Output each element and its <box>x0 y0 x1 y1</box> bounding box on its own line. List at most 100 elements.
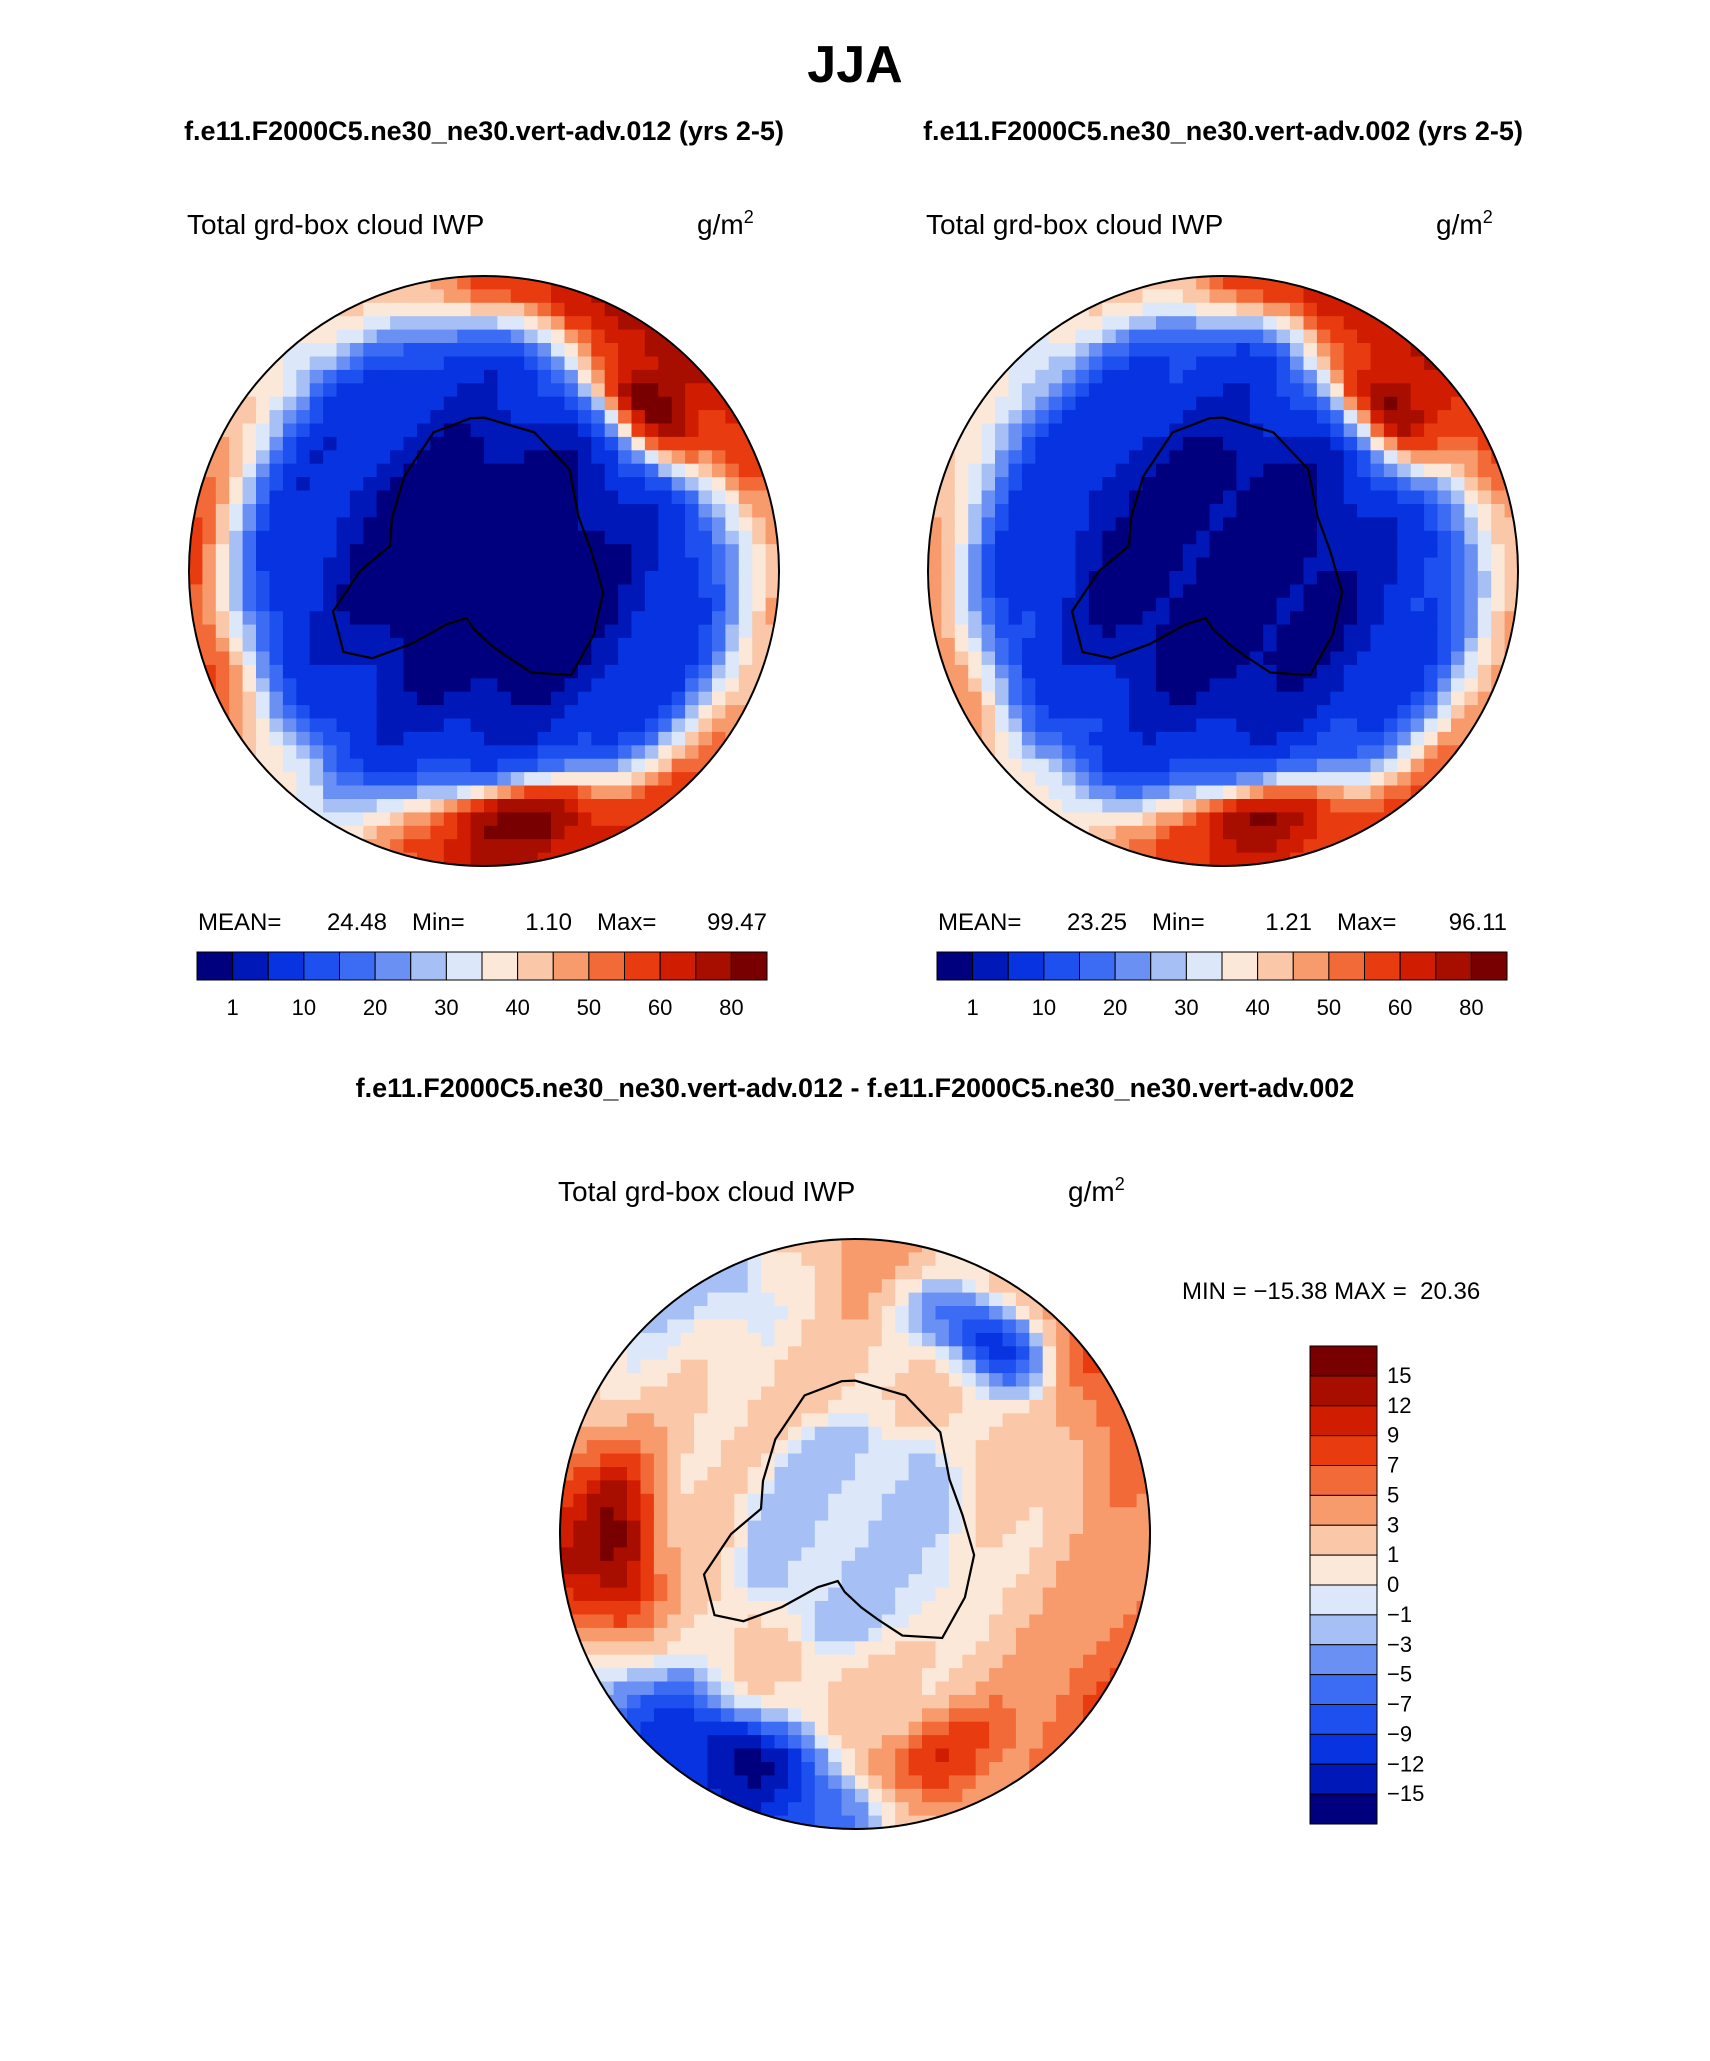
field-cell <box>1035 436 1050 451</box>
field-cell <box>680 1534 695 1548</box>
field-cell <box>1075 611 1090 626</box>
field-cell <box>1035 745 1050 760</box>
field-cell <box>604 611 619 626</box>
field-cell <box>618 718 633 733</box>
field-cell <box>1397 584 1412 599</box>
field-cell <box>801 1426 816 1441</box>
field-cell <box>1464 611 1479 626</box>
field-cell <box>1383 356 1398 371</box>
field-cell <box>855 1560 869 1575</box>
field-cell <box>349 624 364 639</box>
field-cell <box>1088 369 1103 384</box>
field-cell <box>712 597 726 612</box>
field-cell <box>761 1614 776 1629</box>
field-cell <box>1069 1493 1084 1508</box>
field-cell <box>1102 624 1117 639</box>
field-cell <box>658 758 673 773</box>
field-cell <box>1069 1440 1084 1455</box>
field-cell <box>881 1265 896 1280</box>
field-cell <box>1075 651 1090 666</box>
field-cell <box>895 1547 910 1562</box>
field-cell <box>1129 839 1144 854</box>
field-cell <box>363 718 378 733</box>
field-cell <box>390 611 405 626</box>
field-cell <box>1056 1507 1071 1522</box>
field-cell <box>1109 1453 1124 1468</box>
field-cell <box>962 1346 977 1361</box>
field-cell <box>644 597 659 612</box>
field-cell <box>1075 450 1090 465</box>
field-cell <box>712 638 726 652</box>
field-cell <box>1196 450 1211 465</box>
field-cell <box>443 597 458 612</box>
field-cell <box>510 839 525 854</box>
field-cell <box>457 852 472 866</box>
field-cell <box>788 1252 802 1267</box>
field-cell <box>881 1252 896 1267</box>
field-cell <box>1303 691 1318 706</box>
field-cell <box>537 705 552 720</box>
field-cell <box>484 718 498 733</box>
field-cell <box>747 1534 762 1548</box>
field-cell <box>336 410 351 425</box>
field-cell <box>497 436 512 451</box>
field-cell <box>470 584 485 599</box>
field-cell <box>712 691 726 706</box>
field-cell <box>403 611 418 626</box>
field-cell <box>1015 1654 1030 1669</box>
colorbar-swatch <box>517 951 554 981</box>
field-cell <box>975 1627 990 1642</box>
field-cell <box>591 705 606 720</box>
field-cell <box>1330 544 1345 559</box>
field-cell <box>995 745 1009 760</box>
field-cell <box>1357 584 1372 599</box>
field-cell <box>814 1708 829 1723</box>
field-cell <box>720 1413 735 1428</box>
field-cell <box>1169 316 1184 331</box>
field-cell <box>524 463 539 478</box>
field-cell <box>1142 718 1157 733</box>
field-cell <box>537 302 552 317</box>
field-cell <box>1223 423 1237 438</box>
field-cell <box>995 557 1009 572</box>
field-cell <box>537 423 552 438</box>
colorbar-tick-label: 3 <box>1387 1512 1399 1537</box>
field-cell <box>868 1332 883 1347</box>
field-cell <box>658 544 673 559</box>
field-cell <box>1069 1574 1084 1589</box>
field-cell <box>1209 638 1224 652</box>
field-cell <box>242 517 257 532</box>
field-cell <box>752 611 767 626</box>
field-cell <box>761 1694 776 1709</box>
field-cell <box>376 584 391 599</box>
field-cell <box>591 638 606 652</box>
field-cell <box>1196 718 1211 733</box>
field-cell <box>627 1480 641 1495</box>
field-cell <box>470 651 485 666</box>
field-cell <box>680 1440 695 1455</box>
field-cell <box>524 691 539 706</box>
field-cell <box>202 544 217 559</box>
field-cell <box>1196 812 1211 827</box>
field-cell <box>363 597 378 612</box>
field-cell <box>1263 571 1278 585</box>
map-units-exponent: 2 <box>1115 1174 1125 1194</box>
field-cell <box>738 450 753 465</box>
map-units-label: g/m2 <box>1436 207 1493 240</box>
field-cell <box>443 383 458 398</box>
field-cell <box>948 1601 963 1615</box>
field-cell <box>229 436 244 451</box>
field-cell <box>855 1507 869 1522</box>
field-cell <box>296 664 311 679</box>
field-cell <box>403 758 418 773</box>
field-cell <box>881 1641 896 1656</box>
field-cell <box>457 825 472 840</box>
field-cell <box>1062 329 1077 344</box>
field-cell <box>694 1386 709 1401</box>
field-cell <box>430 356 445 371</box>
field-cell <box>1236 369 1251 384</box>
field-cell <box>1223 383 1237 398</box>
field-cell <box>1370 678 1385 693</box>
field-cell <box>948 1239 963 1253</box>
